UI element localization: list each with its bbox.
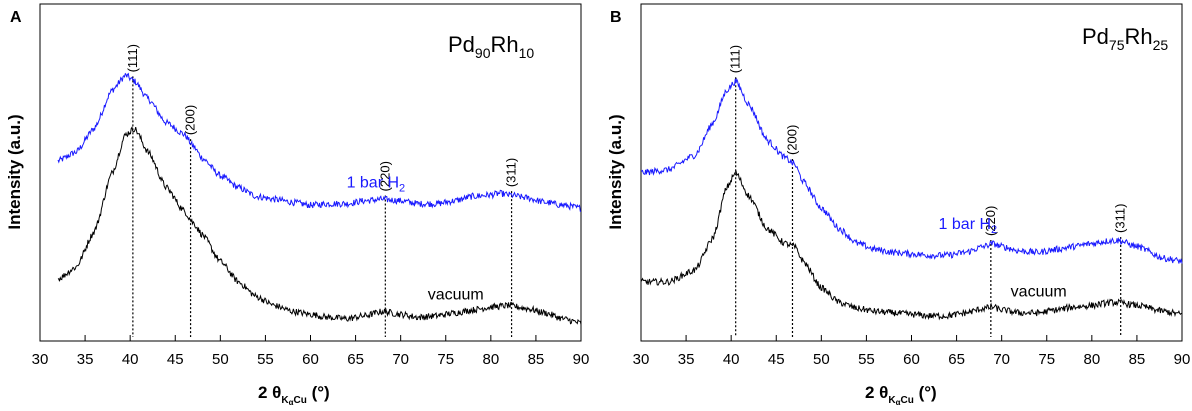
x-tick-label-b-0: 30: [633, 351, 650, 368]
x-tick-label-a-12: 90: [573, 351, 590, 368]
series-label-a-0: 1 bar H2: [347, 175, 406, 195]
x-tick-label-b-11: 85: [1129, 351, 1146, 368]
series-label-main-b-0: 1 bar H: [939, 216, 991, 233]
peak-lines-a: (111) (200) (220) (311): [125, 44, 519, 337]
y-axis-label-a: Intensity (a.u.): [5, 114, 24, 229]
x-label-sub2-b: Cu: [901, 395, 914, 406]
series-line-a-1: [57, 125, 582, 325]
x-tick-label-b-1: 35: [678, 351, 695, 368]
series-label-sub-b-0: 2: [991, 224, 997, 236]
peak-label-a-2: (220): [377, 161, 392, 191]
sample-sub1-a: 90: [475, 45, 491, 61]
x-tick-label-b-2: 40: [723, 351, 740, 368]
plot-frame-b: [640, 3, 1183, 342]
x-label-subsub-a: α: [289, 398, 294, 407]
x-tick-label-a-7: 65: [347, 351, 364, 368]
series-label-main-b-1: vacuum: [1011, 284, 1067, 301]
panel-a: A (111) (200) (220) (311) 1 bar H2 vacuum 30…: [5, 3, 590, 407]
sample-label-b: Pd75Rh25: [1082, 24, 1168, 53]
y-axis-label-b: Intensity (a.u.): [606, 114, 625, 229]
x-tick-label-a-6: 60: [302, 351, 319, 368]
peak-label-a-1: (200): [183, 105, 198, 135]
x-tick-label-a-10: 80: [482, 351, 499, 368]
series-label-sub-a-0: 2: [399, 183, 405, 195]
x-label-sub-a: K: [281, 395, 289, 406]
peak-label-a-0: (111): [125, 44, 140, 72]
x-axis-label-b: 2 θKαCu (°): [865, 383, 937, 407]
x-tick-label-b-10: 80: [1083, 351, 1100, 368]
x-tick-label-a-3: 45: [167, 351, 184, 368]
x-tick-label-a-11: 85: [528, 351, 545, 368]
series-label-main-a-0: 1 bar H: [347, 175, 399, 192]
peak-label-b-1: (200): [784, 125, 799, 155]
x-tick-label-b-4: 50: [813, 351, 830, 368]
series-label-main-a-1: vacuum: [428, 287, 484, 304]
peak-lines-b: (111) (200) (220) (311): [728, 45, 1128, 337]
panel-letter-b: B: [610, 9, 622, 26]
panel-b: B (111) (200) (220) (311) 1 bar H2 vacuum 30…: [606, 3, 1191, 407]
x-label-sub-b: K: [888, 395, 896, 406]
x-label-prefix-b: 2 θ: [865, 383, 888, 402]
peak-label-b-2: (220): [983, 206, 998, 236]
x-tick-label-a-4: 50: [212, 351, 229, 368]
x-tick-label-a-2: 40: [122, 351, 139, 368]
series-label-a-1: vacuum: [428, 287, 484, 304]
x-tick-label-b-12: 90: [1174, 351, 1191, 368]
x-label-subsub-b: α: [896, 398, 901, 407]
series-line-a-0: [57, 72, 582, 212]
series-label-b-0: 1 bar H2: [939, 216, 998, 236]
series-a: 1 bar H2 vacuum: [57, 72, 582, 325]
series-label-b-1: vacuum: [1011, 284, 1067, 301]
x-tick-label-b-3: 45: [768, 351, 785, 368]
sample-sub2-b: 25: [1153, 37, 1169, 53]
x-label-suffix-b: (°): [914, 383, 937, 402]
peak-label-a-3: (311): [504, 158, 519, 187]
x-tick-label-a-5: 55: [257, 351, 274, 368]
x-tick-label-b-9: 75: [1038, 351, 1055, 368]
x-tick-label-a-0: 30: [32, 351, 49, 368]
x-tick-label-a-8: 70: [392, 351, 409, 368]
series-b: 1 bar H2 vacuum: [640, 77, 1183, 321]
sample-sub2-a: 10: [519, 45, 535, 61]
sample-mid-a: Rh: [491, 32, 519, 57]
series-line-b-1: [640, 170, 1183, 321]
x-tick-label-a-9: 75: [437, 351, 454, 368]
sample-base-b: Pd: [1082, 24, 1109, 49]
x-label-sub2-a: Cu: [294, 395, 307, 406]
sample-base-a: Pd: [448, 32, 475, 57]
sample-label-a: Pd90Rh10: [448, 32, 534, 61]
peak-label-b-3: (311): [1113, 204, 1128, 233]
x-tick-label-b-7: 65: [948, 351, 965, 368]
x-tick-label-a-1: 35: [77, 351, 94, 368]
x-label-suffix-a: (°): [307, 383, 330, 402]
x-tick-label-b-5: 55: [858, 351, 875, 368]
sample-sub1-b: 75: [1109, 37, 1125, 53]
x-axis-ticks-a: 30 35 40 45 50 55 60 65 70 75 80 85 90: [32, 335, 590, 368]
sample-mid-b: Rh: [1125, 24, 1153, 49]
peak-label-b-0: (111): [728, 45, 743, 73]
x-label-prefix-a: 2 θ: [258, 383, 281, 402]
x-tick-label-b-8: 70: [993, 351, 1010, 368]
x-axis-label-a: 2 θKαCu (°): [258, 383, 330, 407]
series-line-b-0: [640, 77, 1183, 264]
x-tick-label-b-6: 60: [903, 351, 920, 368]
x-axis-ticks-b: 30 35 40 45 50 55 60 65 70 75 80 85 90: [633, 335, 1191, 368]
panel-letter-a: A: [10, 9, 22, 26]
